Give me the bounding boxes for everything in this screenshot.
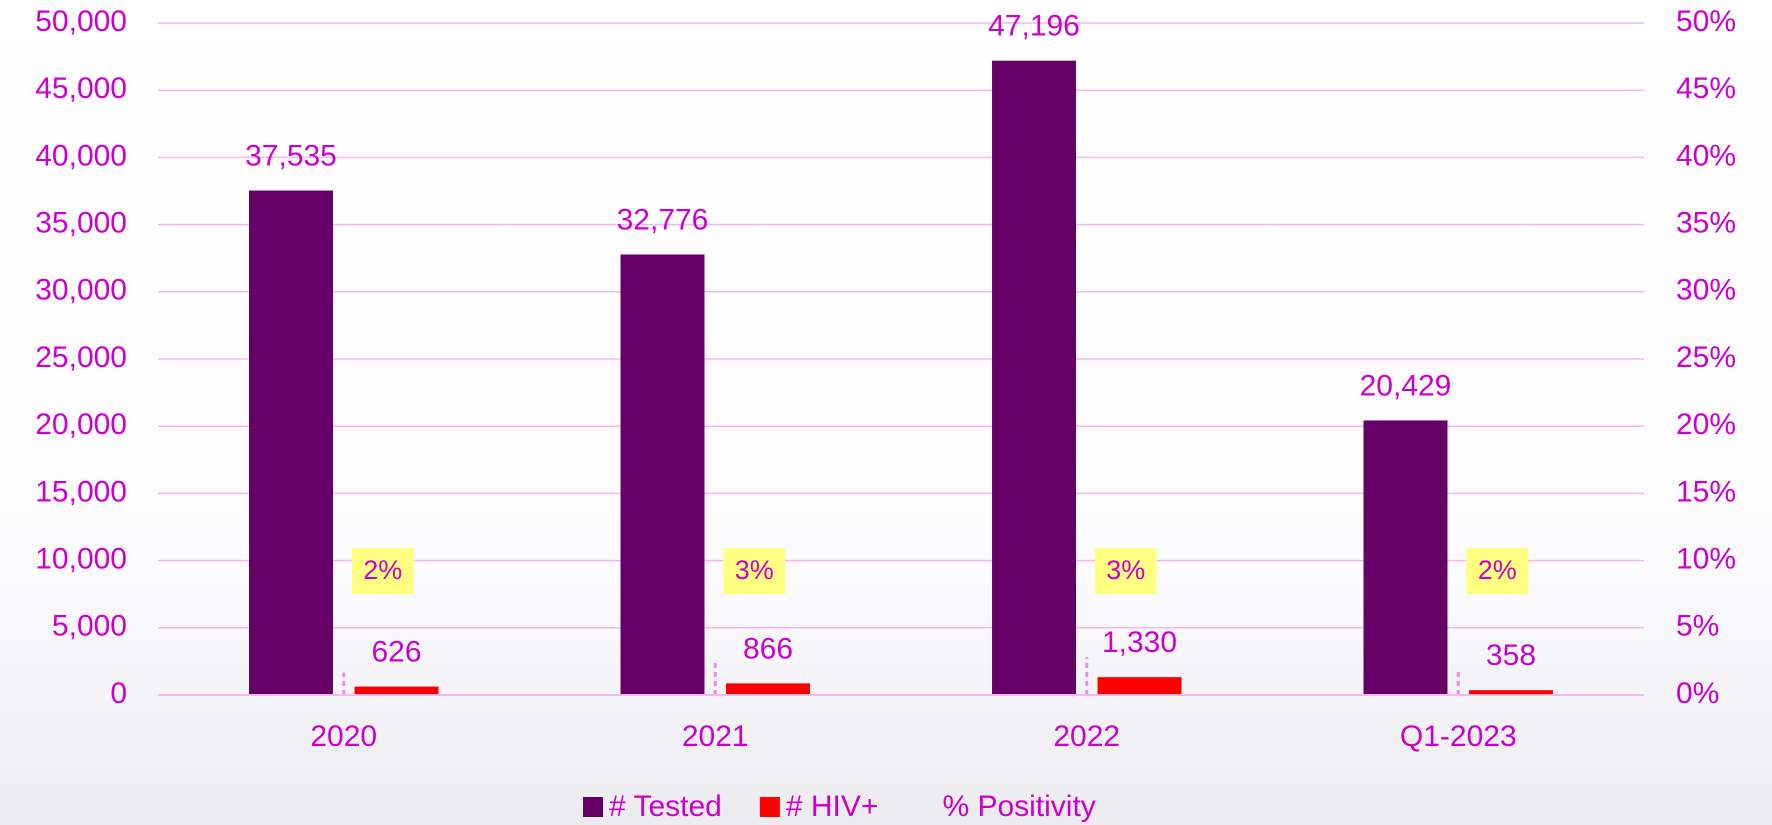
- y-tick-label: 40,000: [35, 139, 127, 172]
- y2-tick-label: 20%: [1676, 408, 1736, 441]
- legend-marker: [583, 797, 603, 817]
- legend-label: # HIV+: [786, 790, 879, 823]
- label-highlight: [351, 548, 414, 594]
- y-tick-label: 15,000: [35, 475, 127, 508]
- bar: [726, 683, 810, 695]
- y-tick-label: 50,000: [35, 5, 127, 38]
- x-tick-label: 2020: [310, 720, 377, 753]
- y2-tick-label: 40%: [1676, 139, 1736, 172]
- y2-tick-label: 10%: [1676, 543, 1736, 576]
- data-label: 2%: [363, 555, 402, 585]
- y2-tick-label: 45%: [1676, 72, 1736, 105]
- label-highlight: [1466, 548, 1529, 594]
- y-tick-label: 25,000: [35, 341, 127, 374]
- data-label: 3%: [735, 555, 774, 585]
- y2-tick-label: 5%: [1676, 610, 1719, 643]
- y-tick-label: 20,000: [35, 408, 127, 441]
- y2-tick-label: 15%: [1676, 475, 1736, 508]
- data-label: 358: [1486, 639, 1536, 672]
- x-tick-label: 2021: [682, 720, 749, 753]
- data-label: 866: [743, 632, 793, 665]
- y-tick-label: 35,000: [35, 207, 127, 240]
- legend-label: % Positivity: [942, 790, 1095, 823]
- data-label: 2%: [1478, 555, 1517, 585]
- legend-marker: [759, 797, 780, 817]
- data-label: 47,196: [988, 10, 1080, 43]
- bar: [1363, 420, 1448, 695]
- bar: [620, 254, 705, 696]
- label-highlight: [723, 548, 786, 594]
- legend-label: # Tested: [609, 790, 722, 823]
- data-label: 3%: [1106, 555, 1145, 585]
- label-highlight: [1094, 548, 1157, 594]
- bar: [1469, 690, 1553, 695]
- y-tick-label: 10,000: [35, 543, 127, 576]
- y-tick-label: 30,000: [35, 274, 127, 307]
- y-tick-label: 0: [110, 677, 127, 710]
- data-label: 37,535: [245, 139, 337, 172]
- x-tick-label: Q1-2023: [1400, 720, 1517, 753]
- bar: [1097, 677, 1182, 695]
- y2-tick-label: 0%: [1676, 677, 1719, 710]
- data-label: 20,429: [1360, 369, 1452, 402]
- x-tick-label: 2022: [1053, 720, 1120, 753]
- y2-tick-label: 30%: [1676, 274, 1736, 307]
- y-tick-label: 45,000: [35, 72, 127, 105]
- y2-tick-label: 35%: [1676, 207, 1736, 240]
- data-label: 1,330: [1102, 626, 1177, 659]
- data-label: 626: [371, 636, 421, 669]
- y-tick-label: 5,000: [52, 610, 127, 643]
- data-label: 32,776: [617, 203, 709, 236]
- bar: [992, 60, 1076, 695]
- y2-tick-label: 50%: [1676, 5, 1736, 38]
- bar: [249, 190, 333, 695]
- bar: [354, 686, 439, 695]
- y2-tick-label: 25%: [1676, 341, 1736, 374]
